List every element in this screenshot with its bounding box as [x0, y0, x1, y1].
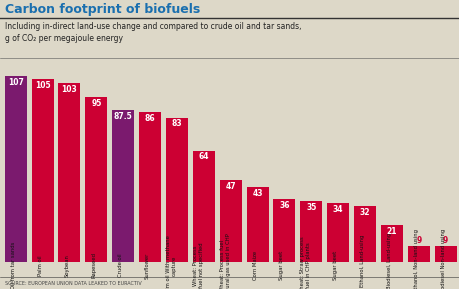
- Text: Corn Maize: Corn Maize: [252, 251, 257, 280]
- Text: 64: 64: [198, 152, 209, 162]
- Text: Palm oil: Palm oil: [38, 255, 43, 276]
- Bar: [32, 79, 54, 262]
- Text: 107: 107: [8, 78, 23, 87]
- Text: Including in-direct land-use change and compared to crude oil and tar sands,
g o: Including in-direct land-use change and …: [5, 22, 301, 43]
- Text: Carbon footprint of biofuels: Carbon footprint of biofuels: [5, 3, 199, 16]
- Text: 86: 86: [145, 114, 155, 123]
- Text: 21: 21: [386, 227, 396, 236]
- Text: 2G Ethanol, Non-land using: 2G Ethanol, Non-land using: [413, 229, 418, 289]
- Text: Crude oil: Crude oil: [118, 254, 123, 277]
- Bar: [300, 201, 322, 262]
- Text: Wheat: Process
fuel not specified: Wheat: Process fuel not specified: [193, 243, 203, 288]
- Text: Oil from tar sands: Oil from tar sands: [11, 242, 16, 289]
- Text: 103: 103: [62, 85, 77, 94]
- Text: 2G Ethanol, Land-using: 2G Ethanol, Land-using: [359, 235, 364, 289]
- Text: 2G Biodiesel Non-land using: 2G Biodiesel Non-land using: [440, 228, 445, 289]
- Bar: [112, 110, 134, 262]
- Text: Sugar beet: Sugar beet: [332, 251, 337, 280]
- Bar: [5, 76, 27, 262]
- Bar: [407, 246, 429, 262]
- Bar: [85, 97, 107, 262]
- Bar: [273, 199, 295, 262]
- Text: 9: 9: [415, 236, 420, 244]
- Text: 35: 35: [305, 203, 316, 212]
- Text: 43: 43: [252, 189, 262, 198]
- Bar: [326, 203, 348, 262]
- Text: Soybean: Soybean: [64, 254, 69, 277]
- Bar: [139, 112, 161, 262]
- Text: SOURCE: EUROPEAN UNION DATA LEAKED TO EURACTIV: SOURCE: EUROPEAN UNION DATA LEAKED TO EU…: [5, 281, 141, 286]
- Bar: [166, 118, 188, 262]
- Text: 95: 95: [91, 99, 101, 108]
- Bar: [246, 187, 268, 262]
- Text: 83: 83: [171, 119, 182, 128]
- Bar: [380, 225, 402, 262]
- Text: Sunflower: Sunflower: [145, 252, 150, 279]
- Text: 105: 105: [35, 81, 50, 90]
- Bar: [58, 83, 80, 262]
- Bar: [353, 206, 375, 262]
- Text: 32: 32: [359, 208, 369, 217]
- Text: Rapeseed: Rapeseed: [91, 253, 96, 279]
- Bar: [434, 246, 456, 262]
- Text: 47: 47: [225, 182, 235, 191]
- Text: 36: 36: [279, 201, 289, 210]
- Text: Sugar beet: Sugar beet: [279, 251, 284, 280]
- Text: Wheat: Process fuel
Natural gas used in CHP: Wheat: Process fuel Natural gas used in …: [219, 234, 230, 289]
- Text: 9: 9: [442, 236, 448, 244]
- Bar: [192, 151, 214, 262]
- Text: Wheat: Straw process
fuel in CHP plants: Wheat: Straw process fuel in CHP plants: [300, 237, 311, 289]
- Text: 2G Biodiesel, Land-using: 2G Biodiesel, Land-using: [386, 233, 391, 289]
- Text: 87.5: 87.5: [113, 112, 132, 121]
- Text: 34: 34: [332, 205, 343, 214]
- Bar: [219, 180, 241, 262]
- Text: Palm oil With methane
capture: Palm oil With methane capture: [166, 236, 177, 289]
